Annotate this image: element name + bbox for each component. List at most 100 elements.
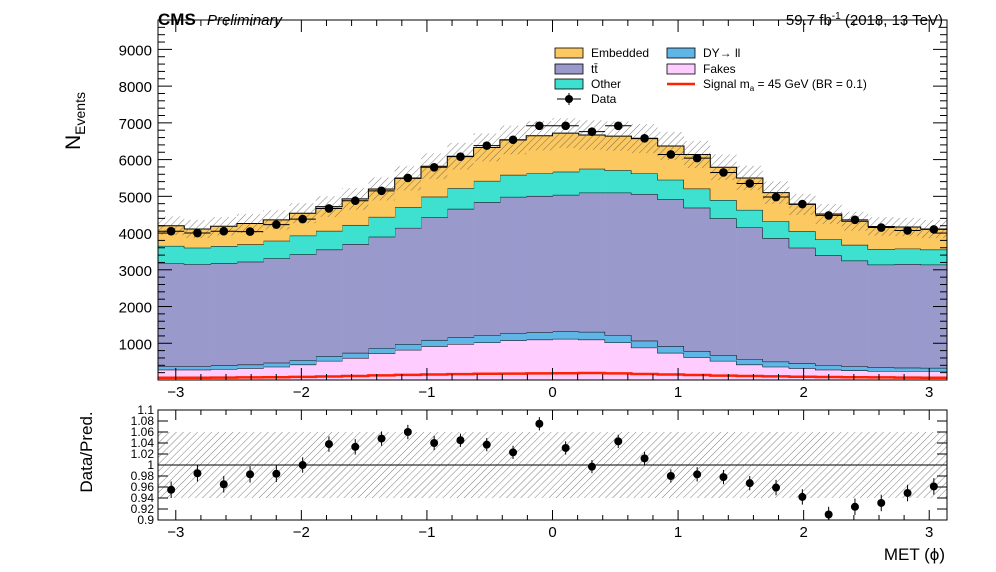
data-point-25 <box>824 211 833 220</box>
bar-ttbar-24 <box>789 247 816 364</box>
data-point-6 <box>324 204 334 213</box>
ratio-point-11 <box>456 436 465 445</box>
data-point-10 <box>429 163 439 172</box>
ratio-point-29 <box>929 482 938 491</box>
ratio-plot-area <box>158 417 947 520</box>
bar-dy-17 <box>605 335 632 343</box>
legend-label-rest: = 45 GeV (BR = 0.1) <box>754 77 867 91</box>
legend-label-fakes: Fakes <box>703 62 736 76</box>
data-point-13 <box>508 135 518 145</box>
data-point-11 <box>456 152 465 161</box>
ratio-y-tick-label-6: 1.02 <box>131 447 155 461</box>
bar-dy-2 <box>210 365 238 369</box>
bar-dy-1 <box>184 366 211 370</box>
ratio-point-4 <box>272 469 281 478</box>
ratio-point-18 <box>640 454 649 463</box>
bar-dy-3 <box>236 364 264 369</box>
bar-ttbar-12 <box>473 202 501 336</box>
bar-other-4 <box>263 240 290 259</box>
ratio-point-15 <box>561 443 570 452</box>
bar-other-29 <box>920 249 947 265</box>
bar-dy-27 <box>868 367 895 372</box>
bar-other-9 <box>394 207 422 228</box>
bar-other-15 <box>552 171 580 195</box>
bar-other-1 <box>184 247 211 265</box>
bar-fakes-27 <box>868 371 895 380</box>
ratio-y-tick-label-0: 0.9 <box>137 513 154 527</box>
legend-swatch-fakes <box>666 63 696 75</box>
ratio-point-23 <box>772 483 781 492</box>
bar-fakes-26 <box>841 370 869 380</box>
legend-label-text: tt̄ <box>591 62 598 76</box>
bar-dy-10 <box>420 339 448 347</box>
bar-fakes-20 <box>684 357 711 380</box>
ratio-point-27 <box>877 498 886 507</box>
bar-ttbar-17 <box>605 192 632 336</box>
data-point-3 <box>245 227 255 236</box>
ratio-y-tick-label-7: 1.04 <box>131 436 155 450</box>
bar-ttbar-19 <box>657 199 685 347</box>
ratio-y-tick-label-4: 0.98 <box>131 469 155 483</box>
bar-fakes-0 <box>158 369 185 380</box>
bar-dy-13 <box>499 333 527 341</box>
bar-fakes-22 <box>736 364 764 380</box>
bar-other-17 <box>605 170 632 193</box>
bar-other-13 <box>499 174 527 197</box>
bar-fakes-7 <box>342 357 369 380</box>
data-point-24 <box>798 199 807 209</box>
data-point-2 <box>219 226 229 236</box>
bar-dy-21 <box>710 355 737 361</box>
bar-other-27 <box>868 249 895 265</box>
bar-ttbar-0 <box>158 263 185 367</box>
bar-dy-25 <box>815 365 843 370</box>
ratio-y-tick-label-9: 1.08 <box>131 414 155 428</box>
ratio-point-2 <box>219 480 228 489</box>
main-y-axis-label-main: N <box>62 135 85 150</box>
bar-fakes-6 <box>315 360 343 380</box>
ratio-x-tick-label-3: 0 <box>548 524 556 541</box>
x-tick-label-4: 1 <box>674 384 682 401</box>
legend-item-embedded: Embedded <box>554 46 649 60</box>
bar-ttbar-28 <box>894 264 921 368</box>
legend: Embedded DY→ ll tt̄ Fakes Other Signal ma = 4… <box>554 46 867 106</box>
ratio-points <box>167 417 938 520</box>
legend-label-subscript: a <box>750 84 755 93</box>
bar-dy-12 <box>473 335 501 343</box>
bar-other-22 <box>736 209 764 228</box>
bar-ttbar-20 <box>684 207 711 351</box>
main-plot-area <box>158 118 947 380</box>
ratio-point-20 <box>693 470 702 479</box>
ratio-point-12 <box>482 440 491 449</box>
bar-ttbar-25 <box>815 255 843 366</box>
legend-label-signal: Signal ma = 45 GeV (BR = 0.1) <box>703 77 867 93</box>
x-tick-label-3: 0 <box>548 384 556 401</box>
bar-dy-0 <box>158 366 185 370</box>
bar-other-7 <box>342 224 369 245</box>
band-bin-0 <box>158 216 185 235</box>
ratio-y-axis-label: Data/Pred. <box>77 411 96 492</box>
ratio-point-22 <box>745 479 754 488</box>
band-bin-23 <box>762 181 790 204</box>
legend-swatch-dy <box>666 47 696 59</box>
ratio-y-tick-label-1: 0.92 <box>131 502 155 516</box>
data-point-16 <box>587 127 597 136</box>
data-point-4 <box>272 220 281 229</box>
main-x-axis: −3 −2 −1 0 1 2 3 <box>167 20 933 401</box>
bar-fakes-29 <box>920 371 947 380</box>
data-point-9 <box>403 173 413 183</box>
bar-other-28 <box>894 248 921 265</box>
bar-dy-22 <box>736 359 764 365</box>
ratio-y-tick-label-10: 1.1 <box>137 403 154 417</box>
bar-fakes-23 <box>762 366 790 380</box>
bar-ttbar-3 <box>236 261 264 365</box>
x-tick-label-5: 2 <box>799 384 807 401</box>
y-tick-label-2000: 2000 <box>119 300 152 317</box>
main-y-axis-label-sub: Events <box>72 92 88 135</box>
ratio-y-tick-label-2: 0.94 <box>131 491 155 505</box>
main-y-axis: 1000 2000 3000 4000 5000 6000 7000 8000 9000 <box>119 26 947 374</box>
data-point-0 <box>166 226 176 236</box>
bar-dy-15 <box>552 331 580 339</box>
ratio-point-28 <box>903 489 912 498</box>
ratio-x-tick-label-1: −2 <box>293 524 310 541</box>
